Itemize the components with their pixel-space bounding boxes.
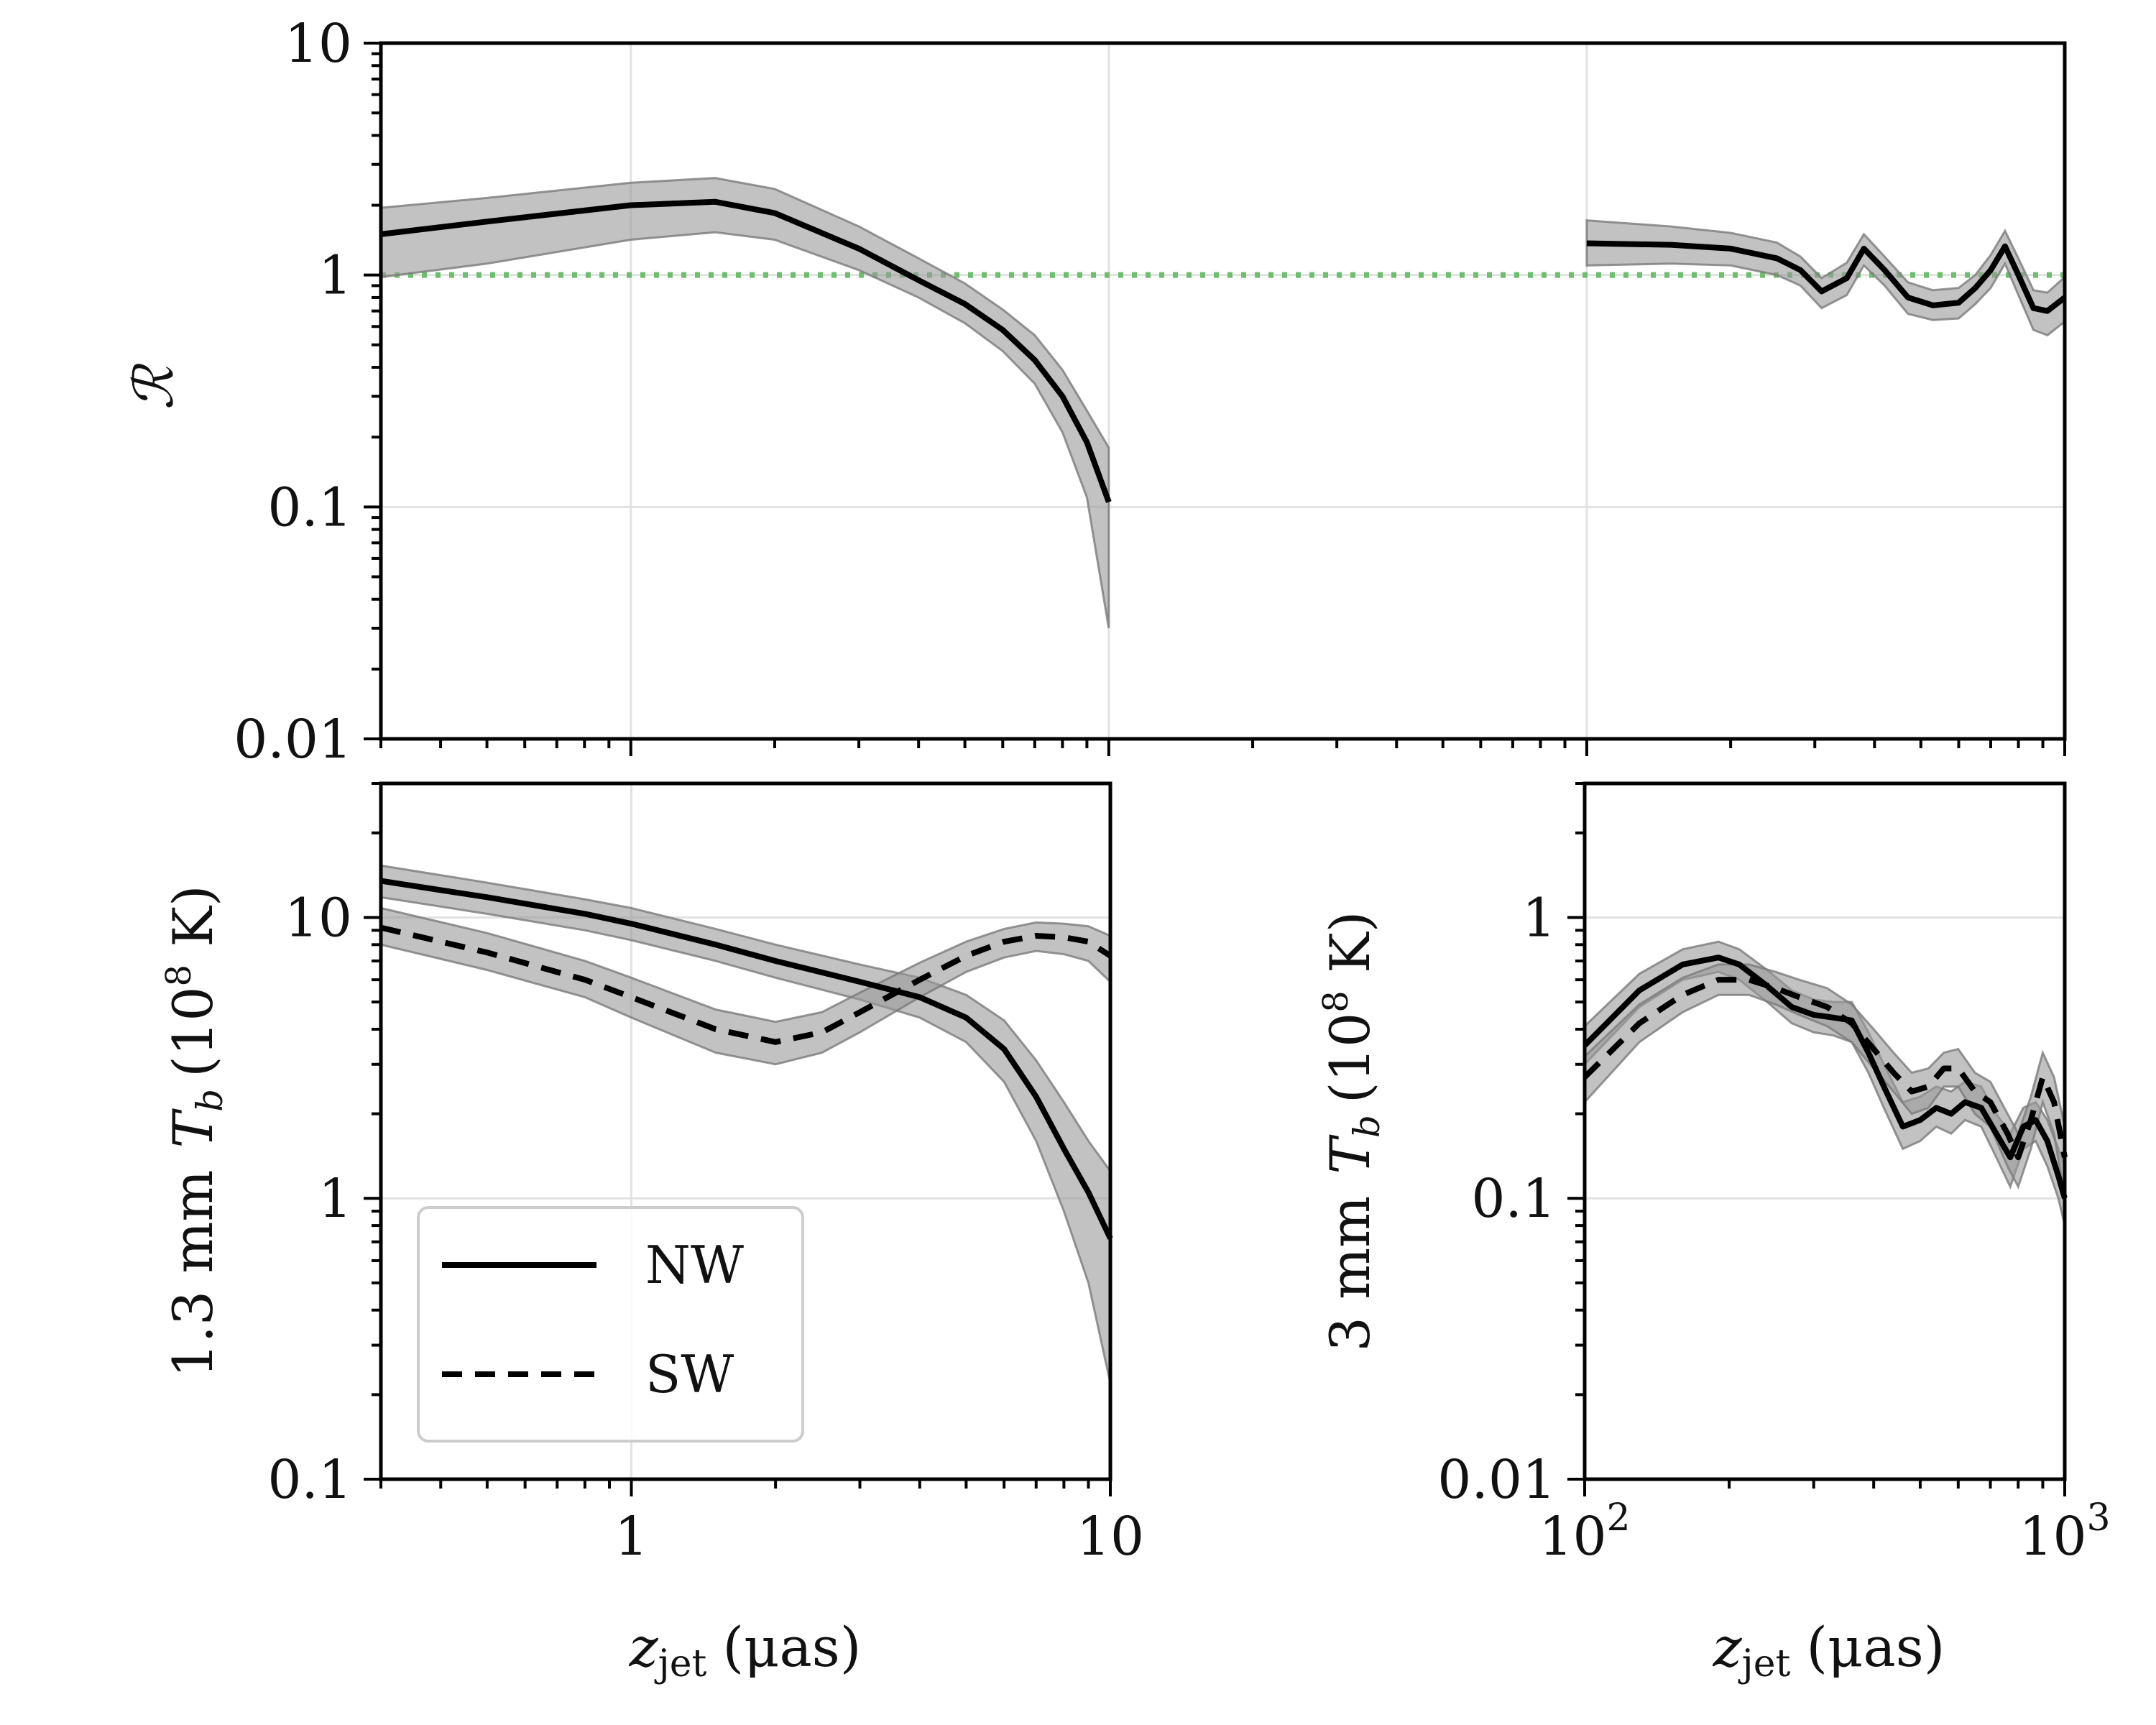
tb-3mm-uncertainty-bands (1583, 940, 2066, 1226)
tb-3mm-xlabel: zjet (μas) (1713, 1615, 1945, 1685)
ytick-label: 0.01 (234, 709, 352, 770)
legend: NW SW (417, 1206, 804, 1443)
series-ratio-inner (380, 198, 1112, 503)
tb-1p3mm-curves (380, 878, 1113, 1240)
ytick-label: 0.1 (267, 477, 352, 538)
series-nw (1583, 954, 2068, 1200)
ytick-label: 1 (1522, 887, 1556, 949)
tb-3mm-curves (1583, 954, 2068, 1200)
series-sw (1583, 977, 2068, 1161)
band-sw (1583, 963, 2066, 1199)
band-ratio-outer (1585, 219, 2066, 337)
tb-3mm-panel: 0.01 0.1 1 102 103 zjet (μas) 3 mmTb(108 K) (1316, 781, 2111, 1685)
ytick-label: 1 (318, 245, 352, 307)
band-ratio-inner (379, 177, 1110, 629)
tb-3mm-ticks (1567, 782, 2066, 1496)
band-nw (1583, 940, 2066, 1226)
tb-3mm-axes-frame (1583, 781, 2067, 1481)
series-nw (380, 878, 1113, 1240)
series-ratio-outer (1586, 240, 2067, 314)
ytick-label: 1 (318, 1168, 352, 1230)
ratio-curves (380, 198, 2067, 503)
tb-1p3mm-xtick-labels: 1 10 (614, 1506, 1144, 1568)
tb-1p3mm-ticks (364, 782, 1112, 1496)
ratio-uncertainty-bands (379, 177, 2066, 629)
tb-3mm-gridlines (1585, 916, 2065, 1200)
tb-1p3mm-panel: 0.1 1 10 1 10 zjet (μas) 1.3 mmTb(108 K) NW … (159, 781, 1144, 1685)
tb-1p3mm-ytick-labels: 0.1 1 10 (267, 887, 352, 1511)
ratio-ticks (364, 42, 2066, 756)
ratio-ytick-labels: 0.01 0.1 1 10 (234, 13, 352, 770)
tb-3mm-xtick-labels: 102 103 (1539, 1496, 2110, 1568)
tb-1p3mm-xlabel: zjet (μas) (629, 1615, 862, 1685)
ytick-label: 0.01 (1437, 1449, 1556, 1511)
legend-frame (417, 1206, 804, 1443)
xtick-label: 10 (1077, 1506, 1144, 1568)
ytick-label: 0.1 (1471, 1168, 1556, 1230)
xtick-label: 1 (614, 1506, 648, 1568)
ytick-label: 0.1 (267, 1449, 352, 1511)
ytick-label: 10 (285, 13, 352, 75)
tb-3mm-ytick-labels: 0.01 0.1 1 (1437, 887, 1556, 1511)
ratio-axes-frame (379, 41, 2067, 741)
xtick-label: 102 (1539, 1496, 1630, 1568)
legend-sw-label: SW (645, 1344, 734, 1404)
ytick-label: 10 (285, 887, 352, 949)
xtick-label: 103 (2019, 1496, 2110, 1568)
tb-3mm-ylabel: 3 mmTb(108 K) (1316, 911, 1388, 1352)
series-sw (380, 924, 1112, 1045)
legend-nw-label: NW (645, 1235, 744, 1295)
ratio-ylabel: ℛ (121, 362, 185, 410)
ratio-gridlines (381, 43, 2065, 739)
ratio-panel: 0.01 0.1 1 10 ℛ (121, 13, 2067, 770)
tb-1p3mm-axes-frame (379, 781, 1112, 1481)
tb-1p3mm-ylabel: 1.3 mmTb(108 K) (159, 885, 231, 1377)
